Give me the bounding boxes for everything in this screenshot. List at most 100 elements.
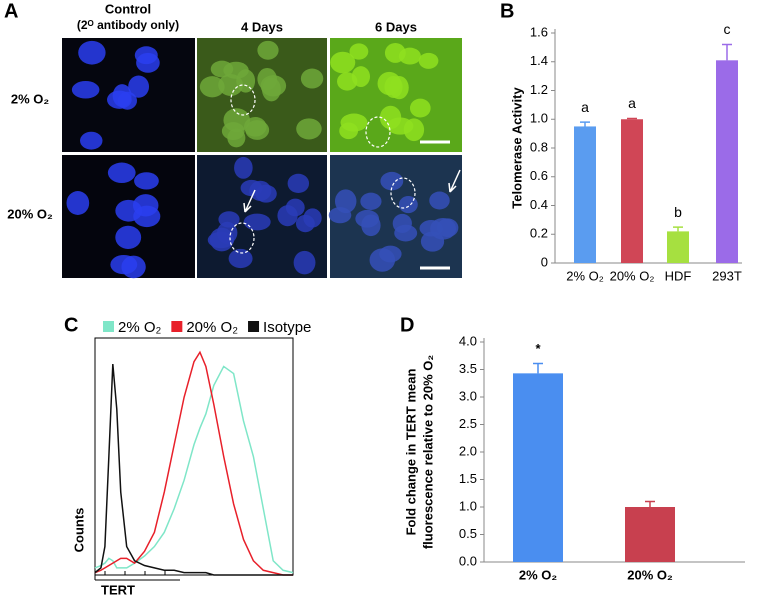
- nucleus: [379, 245, 402, 263]
- nucleus: [398, 47, 421, 65]
- panel-letter: D: [400, 314, 414, 336]
- nucleus: [339, 122, 359, 140]
- error-bar: [645, 500, 655, 507]
- nucleus: [255, 184, 277, 203]
- x-tick-label: 20% O₂: [610, 268, 655, 283]
- column-header: 4 Days: [241, 19, 283, 34]
- annotation: b: [674, 204, 682, 220]
- y-tick-label: 0.4: [530, 197, 548, 212]
- error-bar: [580, 121, 590, 127]
- nucleus: [355, 209, 380, 228]
- panel-letter: C: [64, 314, 78, 336]
- nucleus: [300, 68, 324, 89]
- nucleus: [134, 172, 159, 190]
- nucleus: [285, 198, 305, 217]
- y-tick-label: 0: [541, 254, 548, 269]
- nucleus: [351, 66, 371, 87]
- nucleus: [330, 51, 356, 74]
- series-line: [94, 365, 294, 574]
- nucleus: [360, 192, 382, 210]
- nucleus: [293, 250, 316, 275]
- annotation: c: [724, 21, 731, 37]
- nucleus: [257, 40, 279, 60]
- nucleus: [223, 108, 251, 132]
- y-axis-label: fluorescence relative to 20% O₂: [420, 355, 435, 550]
- y-axis-label: Telomerase Activity: [509, 87, 524, 209]
- nucleus: [409, 98, 431, 118]
- x-tick-label: 20% O₂: [627, 567, 673, 582]
- legend-swatch: [103, 321, 114, 332]
- nucleus: [243, 213, 271, 231]
- nucleus: [107, 162, 136, 183]
- nucleus: [419, 220, 443, 237]
- bar: [716, 60, 738, 263]
- nucleus: [209, 227, 234, 252]
- y-tick-label: 4.0: [459, 333, 477, 348]
- column-header: 6 Days: [375, 19, 417, 34]
- nucleus: [418, 52, 439, 69]
- bar: [621, 119, 643, 263]
- panel-letter: B: [500, 0, 514, 22]
- nucleus: [295, 214, 315, 233]
- outline: [390, 177, 416, 209]
- bar: [574, 126, 596, 263]
- legend-label: 20% O₂: [186, 319, 238, 336]
- x-tick-label: 293T: [712, 268, 742, 283]
- column-note: (2ᴼ antibody only): [77, 18, 179, 32]
- nucleus: [80, 131, 103, 150]
- nucleus: [437, 218, 459, 238]
- outline: [230, 84, 256, 116]
- nucleus: [429, 191, 450, 210]
- nucleus: [66, 191, 90, 215]
- bar: [667, 231, 689, 263]
- series-line: [94, 350, 293, 576]
- nucleus: [287, 173, 310, 194]
- y-tick-label: 3.5: [459, 361, 477, 376]
- row-label: 20% O₂: [7, 206, 53, 221]
- y-tick-label: 0.6: [530, 168, 548, 183]
- nucleus: [115, 199, 143, 222]
- legend-label: 2% O₂: [118, 319, 162, 336]
- y-tick-label: 0.0: [459, 553, 477, 568]
- bar: [625, 507, 675, 562]
- nucleus: [199, 76, 225, 98]
- nucleus: [107, 90, 132, 109]
- panel-letter: A: [4, 0, 18, 22]
- annotation: a: [628, 95, 636, 111]
- nucleus: [218, 74, 244, 96]
- legend-swatch: [171, 321, 183, 332]
- y-axis-label: Counts: [71, 508, 86, 553]
- series-line: [94, 364, 293, 576]
- nucleus: [420, 231, 445, 252]
- x-tick-label: 2% O₂: [566, 268, 604, 283]
- nucleus: [379, 105, 402, 130]
- annotation: *: [535, 341, 541, 356]
- row-label: 2% O₂: [11, 91, 50, 106]
- y-tick-label: 1.4: [530, 53, 548, 68]
- y-tick-label: 1.0: [530, 111, 548, 126]
- y-tick-label: 1.0: [459, 498, 477, 513]
- error-bar: [627, 117, 637, 120]
- x-tick-label: HDF: [665, 268, 692, 283]
- legend-label: Isotype: [263, 319, 311, 336]
- y-tick-label: 1.5: [459, 471, 477, 486]
- y-tick-label: 1.2: [530, 82, 548, 97]
- y-axis-label: Fold change in TERT mean: [403, 369, 418, 536]
- y-tick-label: 0.8: [530, 139, 548, 154]
- y-tick-label: 2.5: [459, 416, 477, 431]
- error-bar: [533, 362, 543, 374]
- y-tick-label: 0.5: [459, 526, 477, 541]
- nucleus: [245, 120, 270, 140]
- nucleus: [78, 40, 106, 65]
- y-tick-label: 1.6: [530, 24, 548, 39]
- y-tick-label: 3.0: [459, 388, 477, 403]
- nucleus: [398, 196, 418, 214]
- nucleus: [394, 224, 418, 242]
- nucleus: [234, 156, 253, 179]
- nucleus: [128, 75, 150, 98]
- x-tick-label: 2% O₂: [519, 567, 558, 582]
- nucleus: [121, 255, 146, 279]
- nucleus: [349, 43, 369, 60]
- arrow: [448, 169, 461, 193]
